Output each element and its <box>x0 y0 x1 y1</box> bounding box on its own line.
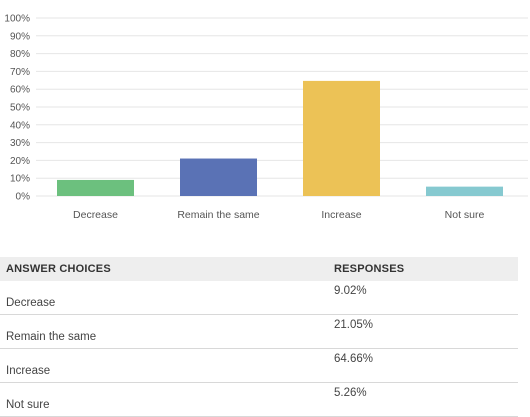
bar <box>57 179 134 196</box>
y-tick-label: 60% <box>10 85 30 96</box>
results-table: ANSWER CHOICES RESPONSES Decrease 9.02% … <box>0 257 518 417</box>
row-response: 64.66% <box>326 348 518 383</box>
y-tick-label: 50% <box>10 103 30 114</box>
table-row: Not sure 5.26% <box>0 382 518 417</box>
x-category-label: Not sure <box>445 209 485 221</box>
y-tick-label: 10% <box>10 174 30 185</box>
bar <box>303 80 380 196</box>
y-tick-label: 30% <box>10 138 30 149</box>
y-tick-label: 90% <box>10 31 30 42</box>
y-tick-label: 70% <box>10 67 30 78</box>
bar <box>180 158 257 196</box>
row-choice: Not sure <box>0 382 326 417</box>
row-response: 21.05% <box>326 314 518 349</box>
y-tick-label: 0% <box>16 192 31 203</box>
row-choice: Increase <box>0 348 326 383</box>
table-row: Remain the same 21.05% <box>0 314 518 349</box>
x-category-label: Remain the same <box>177 209 259 221</box>
row-choice: Decrease <box>0 281 326 315</box>
chart-svg: 0% 10% 20% 30% 40% 50% 60% 70% 80% 90% 100% Decreas… <box>4 14 528 221</box>
table-header-row: ANSWER CHOICES RESPONSES <box>0 257 518 281</box>
x-category-label: Increase <box>321 209 361 221</box>
row-response: 5.26% <box>326 382 518 417</box>
table-row: Increase 64.66% <box>0 348 518 383</box>
row-response: 9.02% <box>326 281 518 315</box>
table-row: Decrease 9.02% <box>0 281 518 315</box>
x-category-label: Decrease <box>73 209 118 221</box>
bar <box>426 186 503 196</box>
y-tick-label: 40% <box>10 120 30 131</box>
y-tick-label: 80% <box>10 49 30 60</box>
bar-chart: 0% 10% 20% 30% 40% 50% 60% 70% 80% 90% 100% Decreas… <box>4 14 528 221</box>
row-choice: Remain the same <box>0 314 326 349</box>
y-tick-label: 20% <box>10 156 30 167</box>
header-responses: RESPONSES <box>326 257 518 281</box>
header-answer-choices: ANSWER CHOICES <box>0 257 326 281</box>
y-tick-label: 100% <box>4 14 30 25</box>
